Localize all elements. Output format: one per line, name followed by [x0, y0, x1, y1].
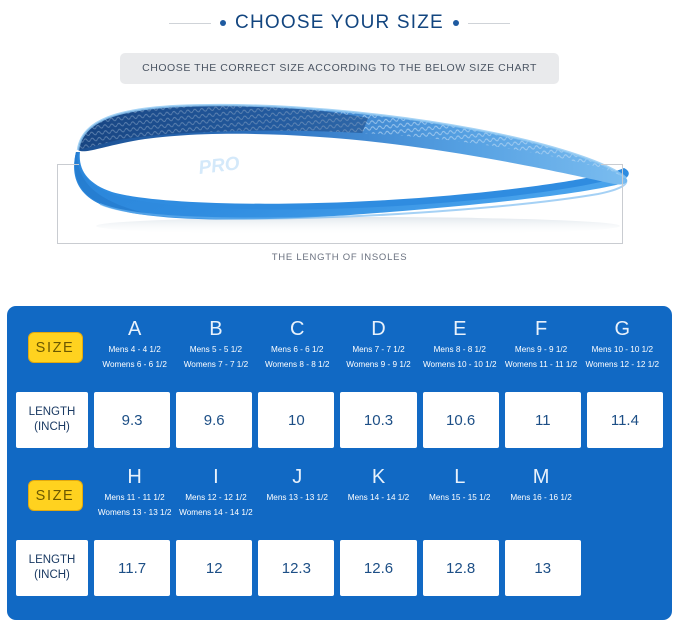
block-spacer [16, 448, 663, 462]
size-mens: Mens 13 - 13 1/2 [266, 493, 328, 502]
size-letter: B [209, 318, 223, 340]
banner-wrap: CHOOSE THE CORRECT SIZE ACCORDING TO THE… [0, 53, 679, 84]
title-dot-left-icon [220, 20, 227, 26]
size-mens: Mens 9 - 9 1/2 [514, 345, 568, 354]
size-column-m: M Mens 16 - 16 1/2 [500, 462, 581, 520]
size-letter: A [127, 318, 142, 340]
length-cell: 12.3 [258, 540, 335, 596]
page-title-row: CHOOSE YOUR SIZE [0, 6, 679, 40]
size-mens: Mens 7 - 7 1/2 [352, 345, 405, 354]
size-chart-panel: SIZE A Mens 4 - 4 1/2 Womens 6 - 6 1/2 B… [7, 306, 672, 620]
page-title: CHOOSE YOUR SIZE [235, 12, 444, 33]
size-letter: C [289, 318, 305, 340]
length-row-1: LENGTH (INCH) 9.3 9.6 10 10.3 10.6 11 11… [16, 392, 663, 448]
size-letter: F [534, 318, 548, 340]
length-label-line1: LENGTH [28, 406, 76, 418]
length-cell-empty [587, 540, 663, 596]
size-mens: Mens 12 - 12 1/2 [185, 493, 247, 502]
size-letter: D [371, 318, 386, 340]
length-cells-2: 11.7 12 12.3 12.6 12.8 13 [94, 540, 663, 596]
length-label-line2: (INCH) [34, 569, 70, 581]
size-letter: L [454, 466, 466, 488]
size-womens: Womens 11 - 11 1/2 [504, 360, 578, 369]
size-header-cells-1: A Mens 4 - 4 1/2 Womens 6 - 6 1/2 B Mens… [94, 314, 663, 372]
photo-caption: THE LENGTH OF INSOLES [271, 252, 408, 263]
length-cell: 12.6 [340, 540, 417, 596]
length-cell: 12.8 [422, 540, 499, 596]
size-womens: Womens 8 - 8 1/2 [264, 360, 330, 369]
size-column-h: H Mens 11 - 11 1/2 Womens 13 - 13 1/2 [94, 462, 175, 520]
length-cell: 11.4 [586, 392, 663, 448]
size-mens: Mens 14 - 14 1/2 [347, 493, 410, 502]
size-mens: Mens 10 - 10 1/2 [591, 345, 654, 354]
length-cell: 11 [504, 392, 581, 448]
size-letter: M [532, 466, 550, 488]
size-womens: Womens 7 - 7 1/2 [183, 360, 249, 369]
size-mens: Mens 4 - 4 1/2 [108, 345, 161, 354]
size-mens: Mens 16 - 16 1/2 [510, 493, 572, 502]
product-photo-area: PRO THE LENGTH OF INSOLES [0, 90, 679, 275]
size-mens: Mens 6 - 6 1/2 [271, 345, 324, 354]
size-column-l: L Mens 15 - 15 1/2 [419, 462, 500, 520]
size-badge-2: SIZE [27, 480, 83, 511]
title-rule-right [467, 22, 510, 24]
length-label-line2: (INCH) [34, 421, 70, 433]
instruction-banner: CHOOSE THE CORRECT SIZE ACCORDING TO THE… [120, 53, 559, 84]
length-cell: 10 [258, 392, 335, 448]
length-dimension-bracket [57, 158, 623, 244]
length-row-2: LENGTH (INCH) 11.7 12 12.3 12.6 12.8 13 [16, 540, 663, 596]
length-cell: 10.6 [422, 392, 499, 448]
size-chart-page: CHOOSE YOUR SIZE CHOOSE THE CORRECT SIZE… [0, 6, 679, 623]
length-cell: 10.3 [340, 392, 417, 448]
size-badge-cell-1: SIZE [16, 314, 94, 363]
size-womens: Womens 13 - 13 1/2 [97, 508, 172, 517]
size-column-a: A Mens 4 - 4 1/2 Womens 6 - 6 1/2 [94, 314, 175, 372]
size-header-row-2: SIZE H Mens 11 - 11 1/2 Womens 13 - 13 1… [16, 462, 663, 540]
size-column-empty [582, 462, 663, 520]
size-womens: Womens 6 - 6 1/2 [102, 360, 167, 369]
length-cell: 11.7 [94, 540, 171, 596]
brand-mark-icon: PRO [197, 153, 241, 179]
insole-illustration: PRO [74, 103, 629, 233]
size-letter: H [127, 466, 142, 488]
length-cell: 9.3 [94, 392, 171, 448]
size-column-c: C Mens 6 - 6 1/2 Womens 8 - 8 1/2 [257, 314, 338, 372]
size-letter: I [213, 466, 219, 488]
size-mens: Mens 8 - 8 1/2 [433, 345, 486, 354]
size-column-b: B Mens 5 - 5 1/2 Womens 7 - 7 1/2 [175, 314, 256, 372]
size-column-j: J Mens 13 - 13 1/2 [257, 462, 338, 520]
size-mens: Mens 15 - 15 1/2 [429, 493, 491, 502]
size-header-row-1: SIZE A Mens 4 - 4 1/2 Womens 6 - 6 1/2 B… [16, 314, 663, 392]
length-label-line1: LENGTH [28, 554, 76, 566]
size-letter: J [292, 466, 303, 488]
size-letter: E [453, 318, 467, 340]
length-cell: 13 [504, 540, 581, 596]
size-womens: Womens 9 - 9 1/2 [346, 360, 411, 369]
length-label-1: LENGTH (INCH) [16, 392, 88, 448]
size-column-k: K Mens 14 - 14 1/2 [338, 462, 419, 520]
size-mens: Mens 5 - 5 1/2 [189, 345, 243, 354]
title-rule-left [169, 22, 212, 24]
size-womens: Womens 10 - 10 1/2 [422, 360, 497, 369]
size-womens: Womens 12 - 12 1/2 [585, 360, 660, 369]
size-letter: K [371, 466, 386, 488]
length-cells-1: 9.3 9.6 10 10.3 10.6 11 11.4 [94, 392, 663, 448]
size-header-cells-2: H Mens 11 - 11 1/2 Womens 13 - 13 1/2 I … [94, 462, 663, 520]
length-label-2: LENGTH (INCH) [16, 540, 88, 596]
title-dot-right-icon [452, 20, 459, 26]
length-cell: 9.6 [176, 392, 253, 448]
svg-text:PRO: PRO [197, 153, 241, 179]
size-column-d: D Mens 7 - 7 1/2 Womens 9 - 9 1/2 [338, 314, 419, 372]
size-column-g: G Mens 10 - 10 1/2 Womens 12 - 12 1/2 [582, 314, 663, 372]
size-letter: G [614, 318, 631, 340]
size-badge-cell-2: SIZE [16, 462, 94, 511]
size-womens: Womens 14 - 14 1/2 [179, 508, 253, 517]
size-mens: Mens 11 - 11 1/2 [104, 493, 165, 502]
size-column-e: E Mens 8 - 8 1/2 Womens 10 - 10 1/2 [419, 314, 500, 372]
size-column-f: F Mens 9 - 9 1/2 Womens 11 - 11 1/2 [500, 314, 581, 372]
length-cell: 12 [176, 540, 253, 596]
size-column-i: I Mens 12 - 12 1/2 Womens 14 - 14 1/2 [175, 462, 256, 520]
size-badge-1: SIZE [27, 332, 83, 363]
